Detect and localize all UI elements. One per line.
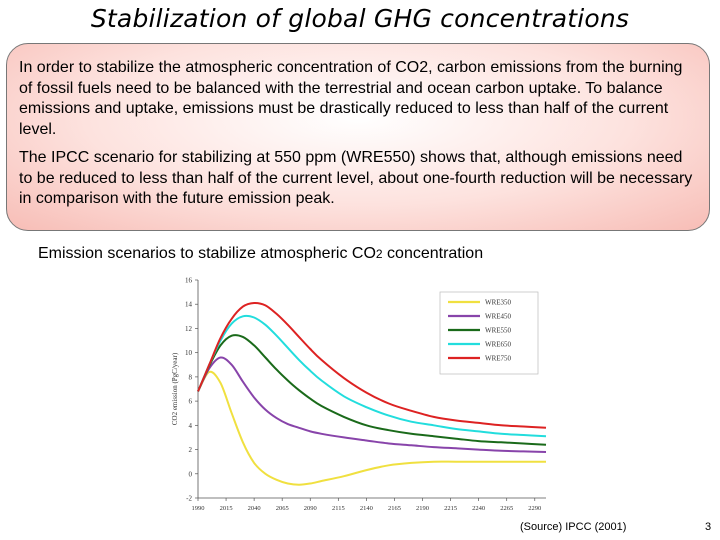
legend-label: WRE350 bbox=[485, 299, 512, 307]
summary-box: In order to stabilize the atmospheric co… bbox=[6, 43, 710, 231]
series-line-wre450 bbox=[197, 356, 547, 453]
x-tick-label: 1990 bbox=[192, 505, 205, 512]
legend-label: WRE650 bbox=[485, 341, 512, 349]
legend-label: WRE450 bbox=[485, 313, 512, 321]
slide-title: Stabilization of global GHG concentratio… bbox=[90, 4, 630, 33]
y-tick-label: 2 bbox=[189, 446, 193, 454]
legend-box bbox=[439, 291, 539, 375]
x-tick-label: 2240 bbox=[472, 505, 485, 512]
caption-subscript: 2 bbox=[375, 247, 383, 261]
x-tick-label: 2215 bbox=[444, 505, 457, 512]
source-note: (Source) IPCC (2001) bbox=[520, 521, 627, 533]
y-axis-label: CO2 emission (PgC/year) bbox=[171, 352, 179, 425]
y-tick-label: 16 bbox=[185, 277, 193, 285]
x-tick-label: 2040 bbox=[248, 505, 261, 512]
x-tick-label: 2015 bbox=[220, 505, 233, 512]
page-number: 3 bbox=[705, 521, 712, 533]
y-tick-label: 0 bbox=[189, 470, 193, 478]
x-tick-label: 2140 bbox=[360, 505, 373, 512]
emission-chart: -2 0 2 4 6 8 10 12 14 16 1990 2015 2040 2065 2090 2115 2… bbox=[171, 277, 547, 512]
legend-label: WRE550 bbox=[485, 327, 512, 335]
y-tick-label: -2 bbox=[186, 495, 192, 503]
y-tick-label: 4 bbox=[189, 422, 193, 430]
y-tick-label: 14 bbox=[185, 301, 193, 309]
summary-paragraph-1: In order to stabilize the atmospheric co… bbox=[19, 59, 683, 138]
series-line-wre650 bbox=[197, 314, 547, 438]
legend-label: WRE750 bbox=[485, 355, 512, 363]
caption-end: concentration bbox=[382, 245, 484, 262]
summary-paragraph-2: The IPCC scenario for stabilizing at 550… bbox=[19, 149, 693, 207]
series-line-wre750 bbox=[197, 301, 547, 429]
series-line-wre350 bbox=[197, 370, 546, 486]
series-line-wre550 bbox=[197, 334, 547, 446]
y-tick-label: 6 bbox=[189, 398, 193, 406]
x-tick-label: 2290 bbox=[528, 505, 541, 512]
chart-caption: Emission scenarios to stabilize atmosphe… bbox=[38, 245, 483, 263]
y-tick-label: 10 bbox=[185, 349, 193, 357]
x-tick-label: 2190 bbox=[416, 505, 429, 512]
caption-main: Emission scenarios to stabilize atmosphe… bbox=[38, 245, 376, 262]
x-tick-label: 2265 bbox=[500, 505, 513, 512]
y-tick-label: 8 bbox=[189, 373, 193, 381]
x-tick-label: 2090 bbox=[304, 505, 317, 512]
x-tick-label: 2165 bbox=[388, 505, 401, 512]
x-tick-label: 2115 bbox=[332, 505, 345, 512]
x-tick-label: 2065 bbox=[276, 505, 289, 512]
y-tick-label: 12 bbox=[185, 325, 193, 333]
